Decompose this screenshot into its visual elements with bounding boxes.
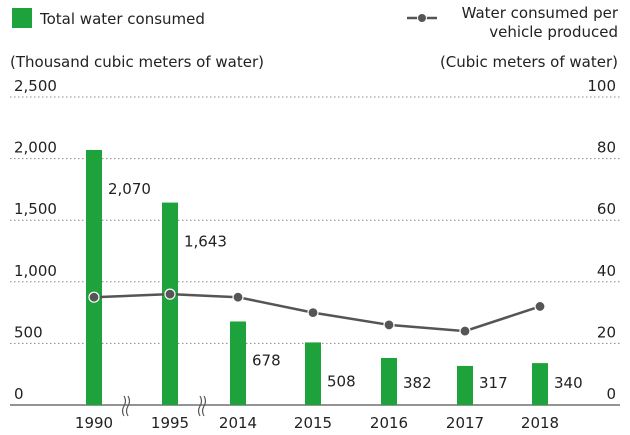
value-label: 508: [327, 372, 356, 390]
y-tick-label: 0: [14, 385, 24, 403]
x-tick-label: 2018: [521, 414, 559, 432]
value-label: 1,643: [184, 233, 227, 251]
x-tick-label: 1990: [75, 414, 113, 432]
legend-swatch: [12, 8, 32, 28]
value-label: 2,070: [108, 180, 151, 198]
bar: [305, 342, 321, 405]
y-tick-label: 1,500: [14, 200, 57, 218]
value-label: 340: [554, 374, 583, 392]
value-label: 317: [479, 374, 508, 392]
point: [383, 319, 395, 331]
point: [534, 300, 546, 313]
y2-tick-label: 60: [597, 200, 616, 218]
y2-axis-label: (Cubic meters of water): [440, 53, 618, 71]
point: [307, 307, 319, 319]
legend-label: Total water consumed: [39, 10, 205, 28]
bar: [381, 357, 397, 405]
y-tick-label: 1,000: [14, 262, 57, 280]
y2-tick-label: 100: [587, 77, 616, 95]
y2-tick-label: 40: [597, 262, 616, 280]
bar: [162, 202, 178, 405]
x-tick-label: 2016: [370, 414, 408, 432]
point: [459, 325, 471, 337]
y-axis-label: (Thousand cubic meters of water): [10, 53, 264, 71]
point: [232, 291, 244, 303]
x-tick-label: 2014: [219, 414, 257, 432]
legend-label: Water consumed per vehicle produced: [461, 4, 618, 41]
bar: [532, 363, 548, 405]
x-tick-label: 2017: [446, 414, 484, 432]
value-label: 382: [403, 374, 432, 392]
y2-tick-label: 20: [597, 323, 616, 341]
point: [164, 288, 176, 300]
value-label: 678: [252, 351, 281, 369]
y-tick-label: 2,000: [14, 139, 57, 157]
x-tick-label: 2015: [294, 414, 332, 432]
y-tick-label: 500: [14, 323, 43, 341]
axis-break: [121, 395, 207, 417]
bar: [230, 321, 246, 405]
y2-tick-label: 0: [606, 385, 616, 403]
bar: [86, 149, 102, 405]
bar: [457, 365, 473, 405]
legend-dot: [417, 13, 427, 23]
point: [88, 291, 100, 303]
y-tick-label: 2,500: [14, 77, 57, 95]
y2-tick-label: 80: [597, 139, 616, 157]
x-tick-label: 1995: [151, 414, 189, 432]
